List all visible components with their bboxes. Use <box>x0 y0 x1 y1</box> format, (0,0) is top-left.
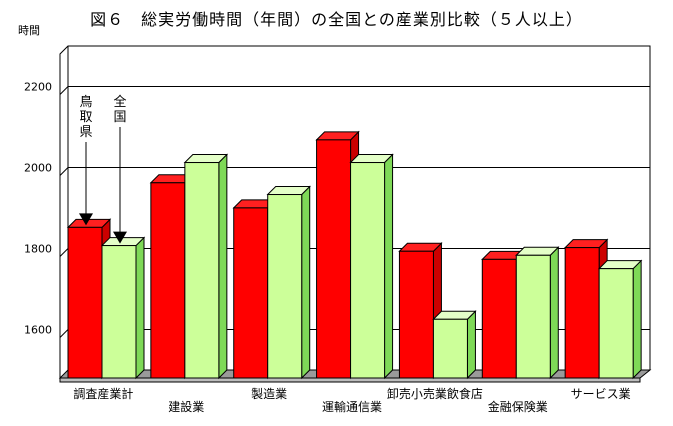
bar-s0-c6 <box>564 247 600 379</box>
bar-top-s1-c2 <box>266 186 311 196</box>
bar-top-s0-c3 <box>315 131 360 141</box>
bar-side-s1-c2 <box>301 185 311 380</box>
bar-top-s0-c6 <box>563 239 609 249</box>
bar-top-s1-c0 <box>100 237 146 247</box>
x-tick-label: 卸売小売業飲食店 <box>387 386 483 401</box>
annotation-label-char: 鳥 <box>79 95 92 110</box>
bar-side-s1-c4 <box>466 310 476 380</box>
bar-s1-c3 <box>350 162 386 379</box>
bar-top-s1-c4 <box>432 310 477 320</box>
annotations: 鳥取県 全国 <box>79 94 127 244</box>
annotation-label-char: 国 <box>113 110 126 125</box>
bar-s0-c4 <box>398 250 434 379</box>
bar-s1-c1 <box>184 162 220 379</box>
annotation-label-char: 全 <box>113 94 126 110</box>
x-tick-label: 建設業 <box>168 399 204 414</box>
x-tick-label: 製造業 <box>251 387 287 401</box>
bar-side-s1-c5 <box>549 246 559 380</box>
x-tick-label: サービス業 <box>571 387 631 401</box>
bar-s1-c0 <box>101 245 137 379</box>
x-tick-label: 運輸通信業 <box>322 399 382 414</box>
gridline-side <box>59 86 69 95</box>
bar-top-s0-c0 <box>66 218 112 228</box>
y-tick-label: 2200 <box>24 81 52 94</box>
annotation-label-char: 取 <box>79 110 92 125</box>
chart-title: 図６ 総実労働時間（年間）の全国との産業別比較（５人以上） <box>90 10 583 29</box>
y-axis-label: 時間 <box>18 24 40 37</box>
bar-top-s1-c1 <box>183 154 229 164</box>
bar-s1-c5 <box>515 254 551 379</box>
bar-s1-c2 <box>267 194 303 379</box>
annotation-label-char: 県 <box>79 125 92 140</box>
gridline-side <box>59 329 69 338</box>
gridline-side <box>59 248 69 257</box>
bar-top-s1-c6 <box>597 260 643 270</box>
y-tick-label: 2000 <box>24 162 52 175</box>
y-axis-ticks: 1600 1800 2000 2200 <box>24 81 52 337</box>
x-tick-label: 金融保険業 <box>488 399 548 414</box>
floor-front <box>59 377 641 383</box>
bar-s0-c2 <box>233 207 269 379</box>
bar-s0-c3 <box>316 139 352 379</box>
annotation-arrow-head <box>79 213 93 226</box>
y-tick-label: 1800 <box>24 243 52 256</box>
bar-s0-c0 <box>67 226 103 379</box>
annotation-arrow-head <box>113 231 127 244</box>
bar-top-s1-c5 <box>515 246 560 256</box>
bar-side-s1-c6 <box>632 259 642 380</box>
bar-s0-c1 <box>150 182 186 379</box>
bar-s1-c4 <box>432 318 468 379</box>
bar-side-s1-c0 <box>135 236 145 380</box>
bar-side-s1-c1 <box>218 153 228 380</box>
bar-s0-c5 <box>481 258 517 379</box>
y-tick-label: 1600 <box>24 324 52 337</box>
bar-s1-c6 <box>598 268 634 379</box>
bar-side-s1-c3 <box>384 153 394 380</box>
x-tick-label: 調査産業計 <box>73 386 133 401</box>
bar-top-s1-c3 <box>349 154 394 164</box>
bar-top-s0-c4 <box>398 242 443 252</box>
gridline-side <box>59 167 69 176</box>
bars <box>66 130 643 380</box>
